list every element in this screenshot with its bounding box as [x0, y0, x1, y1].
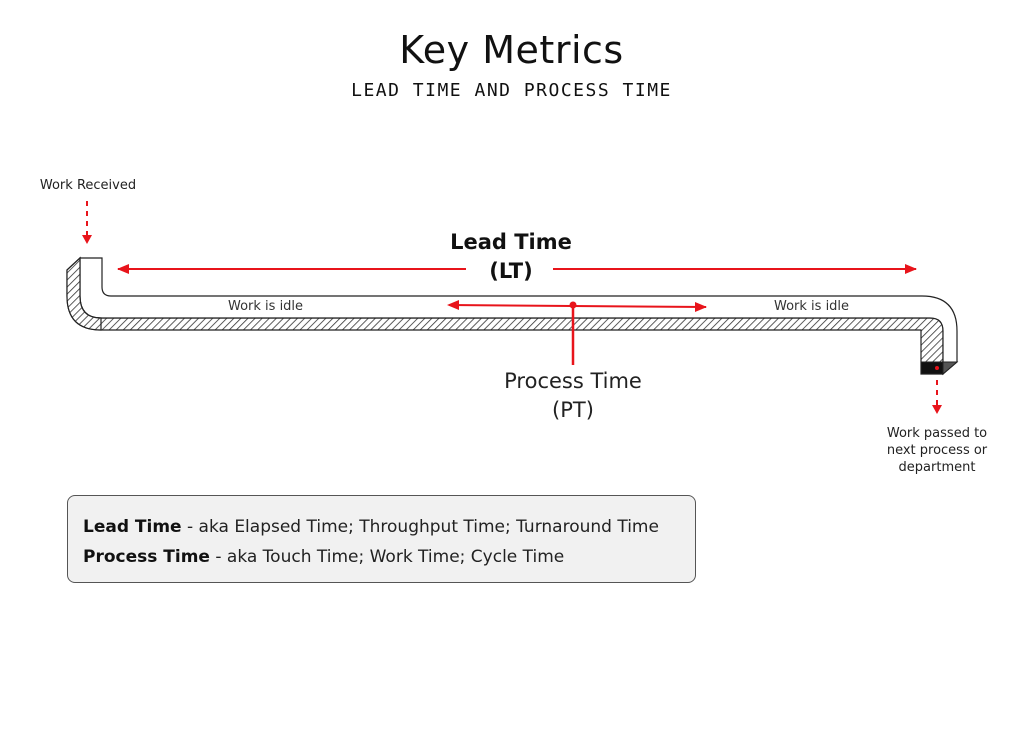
process-time-title: Process Time: [504, 369, 642, 393]
pipe-inlet-cap: [66, 256, 102, 331]
page-subtitle: LEAD TIME AND PROCESS TIME: [351, 80, 672, 101]
process-time-arrow-right: [695, 302, 707, 312]
work-passed-label: Work passed to next process or departmen…: [872, 425, 1002, 476]
process-time-aliases: - aka Touch Time; Work Time; Cycle Time: [209, 547, 565, 567]
lead-time-arrow-right: [905, 264, 917, 274]
idle-right-label: Work is idle: [774, 299, 850, 314]
idle-left-label: Work is idle: [228, 299, 304, 314]
lead-time-term: Lead Time: [83, 517, 182, 537]
lead-time-title: Lead Time: [450, 230, 572, 254]
lead-time-definition: Lead Time - aka Elapsed Time; Throughput…: [83, 512, 695, 542]
pipe-outlet-cap: [920, 361, 944, 375]
process-time-abbrev: (PT): [552, 398, 594, 422]
work-passed-arrowhead: [932, 405, 942, 414]
process-time-definition: Process Time - aka Touch Time; Work Time…: [83, 542, 695, 572]
pipe-outlet-edge: [942, 361, 959, 376]
lead-time-label: Lead Time (LT): [431, 228, 591, 286]
work-passed-line: Work passed to: [886, 426, 988, 441]
definitions-box: Lead Time - aka Elapsed Time; Throughput…: [67, 495, 696, 583]
lead-time-abbrev: (LT): [489, 259, 533, 283]
work-received-arrowhead: [82, 235, 92, 244]
process-time-term: Process Time: [83, 547, 210, 567]
process-time-label: Process Time (PT): [473, 367, 673, 425]
process-time-line: [448, 304, 707, 308]
work-passed-line: department: [898, 460, 976, 475]
work-passed-line: next process or: [886, 443, 988, 458]
page-title: Key Metrics: [399, 28, 624, 72]
work-received-label: Work Received: [39, 178, 137, 193]
process-time-arrow-left: [447, 300, 459, 310]
lead-time-arrow-left: [117, 264, 129, 274]
lead-time-aliases: - aka Elapsed Time; Throughput Time; Tur…: [181, 517, 659, 537]
